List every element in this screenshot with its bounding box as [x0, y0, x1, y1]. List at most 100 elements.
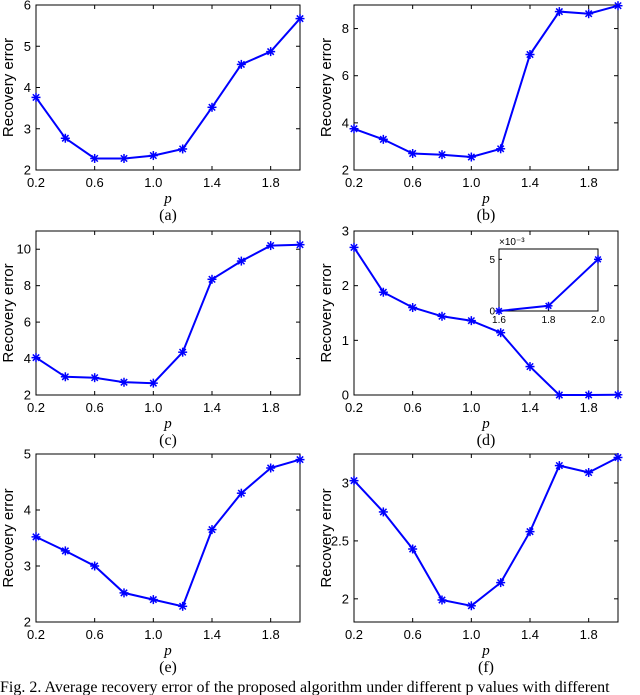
x-tick-label: 0.2	[345, 400, 363, 415]
data-point-marker	[90, 561, 100, 571]
data-point-marker	[236, 59, 246, 69]
data-point-marker	[525, 362, 535, 372]
data-point-marker	[408, 149, 418, 158]
x-tick-label: 1.8	[262, 627, 280, 642]
x-tick-label: 0.6	[404, 400, 422, 415]
plot-area-frame	[35, 453, 301, 623]
x-tick-label: 1.0	[144, 627, 162, 642]
data-point-marker	[525, 50, 535, 59]
chart-panel: 0.2 0.6 1.0 1.4 1.8 2 3 4 5 6 p Recovery error (a)	[0, 0, 305, 224]
y-axis-label: Recovery error	[0, 263, 17, 362]
x-axis-label: p	[163, 643, 172, 659]
chart-panel: 0.2 0.6 1.0 1.4 1.8 2 4 6 8 10 p Recovery error (c)	[0, 230, 305, 449]
series-line	[353, 246, 619, 396]
y-tick-label: 10	[17, 242, 31, 257]
x-axis-label: p	[481, 416, 490, 432]
y-tick-label: 2	[24, 163, 31, 178]
data-point-marker	[525, 527, 535, 537]
data-point-marker	[60, 372, 70, 382]
data-point-marker	[584, 390, 594, 400]
inset-data-point-marker	[544, 301, 553, 310]
y-tick-label: 3	[342, 224, 349, 239]
x-tick-label: 1.8	[262, 400, 280, 415]
panel-label: (a)	[159, 207, 177, 224]
data-point-marker	[31, 92, 41, 102]
y-tick-label: 3	[342, 475, 349, 490]
y-tick-label: 0	[342, 388, 349, 403]
data-point-marker	[178, 144, 188, 154]
y-tick-label: 4	[342, 115, 349, 130]
y-tick-label: 2	[24, 615, 31, 630]
chart-panel: 0.2 0.6 1.0 1.4 1.8 0 1 2 3 p Recovery error (d) 1.6…	[318, 224, 623, 449]
x-tick-label: 0.6	[404, 627, 422, 642]
series-line	[353, 456, 619, 607]
data-point-marker	[119, 588, 129, 598]
y-tick-label: 8	[342, 21, 349, 36]
y-tick-label: 2.5	[331, 533, 349, 548]
data-point-marker	[266, 47, 276, 57]
data-point-marker	[349, 242, 359, 252]
data-point-marker	[148, 378, 158, 388]
data-point-marker	[466, 152, 476, 162]
data-point-marker	[554, 390, 564, 400]
data-point-marker	[295, 14, 305, 24]
data-point-marker	[466, 601, 476, 611]
y-tick-label: 4	[24, 80, 31, 95]
data-point-marker	[378, 287, 388, 297]
inset-chart: 1.6 1.8 2.0 0 5 ×10⁻³	[489, 237, 605, 326]
x-tick-label: 0.2	[27, 175, 45, 190]
x-tick-label: 1.0	[462, 175, 480, 190]
data-point-marker	[437, 595, 447, 605]
data-point-marker	[295, 240, 305, 250]
data-point-marker	[613, 1, 623, 11]
x-tick-label: 0.2	[345, 627, 363, 642]
data-point-marker	[119, 153, 129, 163]
x-tick-label: 1.4	[521, 400, 539, 415]
y-tick-label: 5	[24, 39, 31, 54]
inset-x-tick-label: 2.0	[591, 315, 605, 326]
y-tick-label: 6	[24, 0, 31, 13]
x-tick-label: 1.0	[144, 400, 162, 415]
data-point-marker	[437, 150, 447, 160]
data-point-marker	[148, 595, 158, 605]
y-axis-label: Recovery error	[318, 488, 335, 587]
data-point-marker	[207, 525, 217, 535]
data-point-marker	[408, 303, 418, 313]
x-tick-label: 1.0	[144, 175, 162, 190]
x-tick-label: 0.6	[404, 175, 422, 190]
x-axis-label: p	[163, 416, 172, 432]
data-point-marker	[437, 311, 447, 321]
data-point-marker	[378, 507, 388, 517]
inset-y-tick-label: 5	[489, 255, 495, 266]
x-tick-label: 0.2	[345, 175, 363, 190]
data-point-marker	[266, 241, 276, 251]
data-point-marker	[496, 578, 506, 588]
data-point-marker	[207, 102, 217, 112]
x-tick-label: 1.8	[262, 175, 280, 190]
inset-frame	[498, 248, 599, 312]
data-point-marker	[466, 316, 476, 326]
plot-area-frame	[353, 453, 619, 623]
data-point-marker	[31, 353, 41, 363]
x-tick-label: 1.0	[462, 400, 480, 415]
y-tick-label: 5	[24, 447, 31, 462]
y-tick-label: 4	[24, 503, 31, 518]
chart-panel: 0.2 0.6 1.0 1.4 1.8 2 4 6 8 p Recovery error (b)	[318, 1, 623, 224]
y-tick-label: 4	[24, 351, 31, 366]
y-axis-label: Recovery error	[318, 38, 335, 137]
x-tick-label: 1.8	[580, 627, 598, 642]
data-point-marker	[119, 377, 129, 387]
y-tick-label: 3	[24, 121, 31, 136]
data-point-marker	[178, 347, 188, 357]
x-tick-label: 1.4	[203, 175, 221, 190]
x-axis-label: p	[163, 191, 172, 207]
data-point-marker	[266, 463, 276, 473]
data-point-marker	[378, 134, 388, 144]
x-axis-label: p	[481, 191, 490, 207]
x-tick-label: 1.4	[521, 175, 539, 190]
y-tick-label: 2	[342, 163, 349, 178]
y-tick-label: 3	[24, 559, 31, 574]
inset-y-tick-label: 0	[489, 307, 495, 318]
y-tick-label: 8	[24, 278, 31, 293]
